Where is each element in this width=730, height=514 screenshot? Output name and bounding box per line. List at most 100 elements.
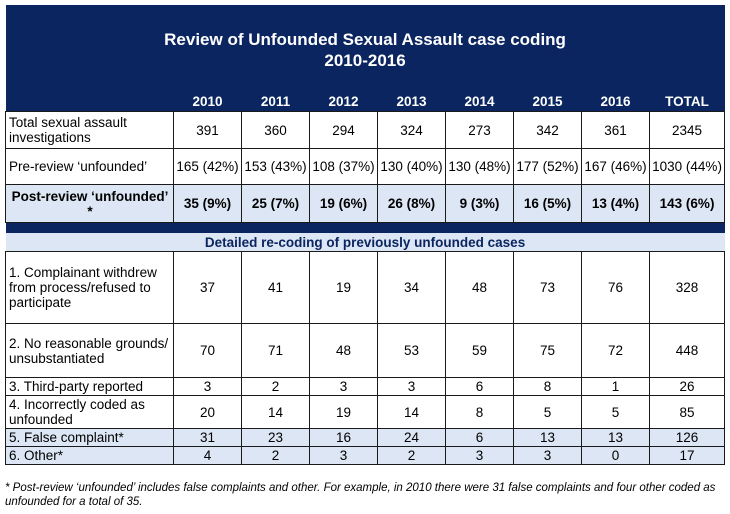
cell: 19 (6%) xyxy=(309,184,378,223)
footnote: * Post-review ‘unfounded’ includes false… xyxy=(5,482,716,508)
row-label: Post-review ‘unfounded’ * xyxy=(5,184,174,223)
cell: 2 xyxy=(377,446,446,465)
table-title-line2: 2010-2016 xyxy=(324,51,406,70)
header-year: 2011 xyxy=(241,91,310,112)
table-title: Review of Unfounded Sexual Assault case … xyxy=(5,5,725,91)
title-row: Review of Unfounded Sexual Assault case … xyxy=(5,5,725,91)
row-label: 1. Complainant withdrew from process/ref… xyxy=(5,251,174,324)
row-label: 6. Other* xyxy=(5,446,174,465)
cell: 73 xyxy=(513,251,582,324)
row-label: 3. Third-party reported xyxy=(5,377,174,396)
cell: 273 xyxy=(445,111,514,149)
table-row: 3. Third-party reported 3 2 3 3 6 8 1 26 xyxy=(5,377,726,396)
cell: 167 (46%) xyxy=(581,148,650,185)
cell-total: 2345 xyxy=(648,111,726,149)
cell: 6 xyxy=(445,428,514,447)
cell: 48 xyxy=(445,251,514,324)
cell: 75 xyxy=(513,323,582,378)
cell: 6 xyxy=(445,377,514,396)
cell-total: 126 xyxy=(648,428,726,447)
cell: 3 xyxy=(309,446,378,465)
cell: 130 (48%) xyxy=(445,148,514,185)
cell: 165 (42%) xyxy=(173,148,242,185)
cell-total: 448 xyxy=(648,323,726,378)
section-divider xyxy=(5,222,725,233)
table-row: 5. False complaint* 31 23 16 24 6 13 13 … xyxy=(5,428,726,447)
cell: 76 xyxy=(581,251,650,324)
cell: 8 xyxy=(513,377,582,396)
cell: 3 xyxy=(445,446,514,465)
cell: 16 (5%) xyxy=(513,184,582,223)
cell: 25 (7%) xyxy=(241,184,310,223)
cell: 153 (43%) xyxy=(241,148,310,185)
table-row: Total sexual assault investigations 391 … xyxy=(5,111,726,149)
cell: 59 xyxy=(445,323,514,378)
row-label: 4. Incorrectly coded as unfounded xyxy=(5,395,174,429)
row-label: 5. False complaint* xyxy=(5,428,174,447)
detail-heading: Detailed re-coding of previously unfound… xyxy=(5,233,725,252)
cell: 14 xyxy=(241,395,310,429)
cell: 19 xyxy=(309,251,378,324)
cell: 19 xyxy=(309,395,378,429)
cell-total: 85 xyxy=(648,395,726,429)
cell-total: 1030 (44%) xyxy=(648,148,726,185)
cell: 3 xyxy=(513,446,582,465)
cell: 130 (40%) xyxy=(377,148,446,185)
row-label: Total sexual assault investigations xyxy=(5,111,174,149)
row-label: Pre-review ‘unfounded’ xyxy=(5,148,174,185)
cell: 391 xyxy=(173,111,242,149)
unfounded-cases-table: Review of Unfounded Sexual Assault case … xyxy=(5,5,726,465)
cell: 5 xyxy=(513,395,582,429)
table-row: 4. Incorrectly coded as unfounded 20 14 … xyxy=(5,395,726,429)
cell: 294 xyxy=(309,111,378,149)
cell: 53 xyxy=(377,323,446,378)
cell-total: 143 (6%) xyxy=(648,184,726,223)
cell: 108 (37%) xyxy=(309,148,378,185)
cell: 41 xyxy=(241,251,310,324)
cell: 70 xyxy=(173,323,242,378)
cell: 3 xyxy=(309,377,378,396)
cell: 72 xyxy=(581,323,650,378)
table-row: 6. Other* 4 2 3 2 3 3 0 17 xyxy=(5,446,726,465)
table-title-line1: Review of Unfounded Sexual Assault case … xyxy=(164,30,566,49)
cell: 2 xyxy=(241,377,310,396)
subheading-row: Detailed re-coding of previously unfound… xyxy=(5,233,725,252)
cell-total: 17 xyxy=(648,446,726,465)
header-year: 2014 xyxy=(445,91,514,112)
report-table-container: Review of Unfounded Sexual Assault case … xyxy=(5,5,726,465)
header-year: 2012 xyxy=(309,91,378,112)
cell: 9 (3%) xyxy=(445,184,514,223)
header-year: 2015 xyxy=(513,91,582,112)
cell: 31 xyxy=(173,428,242,447)
cell: 1 xyxy=(581,377,650,396)
row-label: 2. No reasonable grounds/ unsubstantiate… xyxy=(5,323,174,378)
table-row: Pre-review ‘unfounded’ 165 (42%) 153 (43… xyxy=(5,148,726,185)
cell: 361 xyxy=(581,111,650,149)
cell-total: 328 xyxy=(648,251,726,324)
cell: 14 xyxy=(377,395,446,429)
table-row: 2. No reasonable grounds/ unsubstantiate… xyxy=(5,323,726,378)
cell: 16 xyxy=(309,428,378,447)
cell: 3 xyxy=(377,377,446,396)
cell: 13 xyxy=(513,428,582,447)
header-total: TOTAL xyxy=(649,91,725,112)
cell: 24 xyxy=(377,428,446,447)
cell: 48 xyxy=(309,323,378,378)
cell: 5 xyxy=(581,395,650,429)
cell: 3 xyxy=(173,377,242,396)
cell: 13 xyxy=(581,428,650,447)
header-year: 2016 xyxy=(581,91,650,112)
cell: 26 (8%) xyxy=(377,184,446,223)
cell: 324 xyxy=(377,111,446,149)
cell: 20 xyxy=(173,395,242,429)
cell: 0 xyxy=(581,446,650,465)
header-year: 2010 xyxy=(173,91,242,112)
cell: 35 (9%) xyxy=(173,184,242,223)
cell: 34 xyxy=(377,251,446,324)
header-year: 2013 xyxy=(377,91,446,112)
cell: 37 xyxy=(173,251,242,324)
cell: 8 xyxy=(445,395,514,429)
cell: 71 xyxy=(241,323,310,378)
cell: 360 xyxy=(241,111,310,149)
cell: 2 xyxy=(241,446,310,465)
